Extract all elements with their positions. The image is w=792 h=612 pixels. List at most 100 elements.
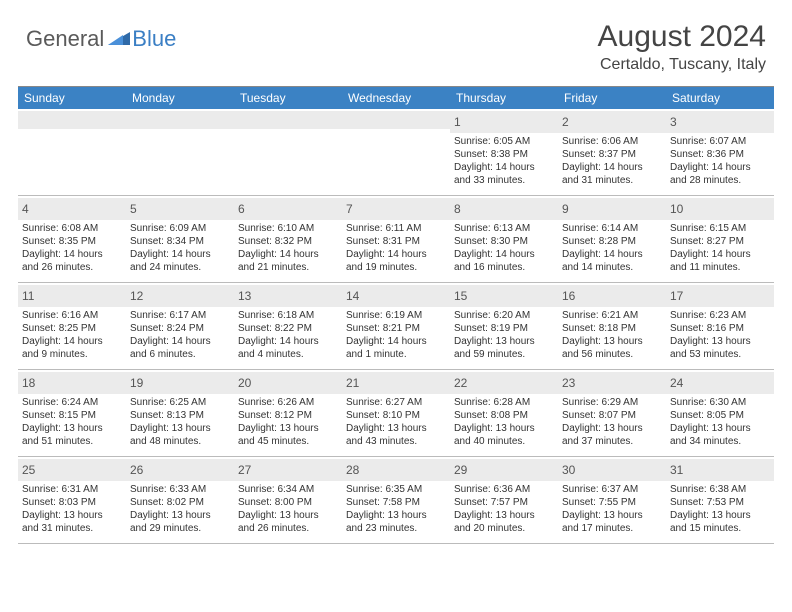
- day-header: Wednesday: [342, 87, 450, 109]
- daylight-text: Daylight: 13 hours and 45 minutes.: [238, 422, 338, 448]
- daynum-row: 8: [450, 198, 558, 220]
- sunset-text: Sunset: 8:32 PM: [238, 235, 338, 248]
- sunset-text: Sunset: 7:53 PM: [670, 496, 770, 509]
- week-row: 25Sunrise: 6:31 AMSunset: 8:03 PMDayligh…: [18, 457, 774, 544]
- sunrise-text: Sunrise: 6:28 AM: [454, 396, 554, 409]
- sunrise-text: Sunrise: 6:07 AM: [670, 135, 770, 148]
- sunset-text: Sunset: 8:27 PM: [670, 235, 770, 248]
- daylight-text: Daylight: 13 hours and 43 minutes.: [346, 422, 446, 448]
- daylight-text: Daylight: 13 hours and 59 minutes.: [454, 335, 554, 361]
- day-info: Sunrise: 6:21 AMSunset: 8:18 PMDaylight:…: [562, 309, 662, 361]
- sunrise-text: Sunrise: 6:17 AM: [130, 309, 230, 322]
- day-number: 8: [454, 202, 461, 216]
- daylight-text: Daylight: 14 hours and 33 minutes.: [454, 161, 554, 187]
- logo-triangle-icon: [108, 29, 130, 50]
- day-number: 14: [346, 289, 359, 303]
- daylight-text: Daylight: 14 hours and 11 minutes.: [670, 248, 770, 274]
- sunrise-text: Sunrise: 6:10 AM: [238, 222, 338, 235]
- calendar-cell: 26Sunrise: 6:33 AMSunset: 8:02 PMDayligh…: [126, 457, 234, 543]
- calendar-cell: 2Sunrise: 6:06 AMSunset: 8:37 PMDaylight…: [558, 109, 666, 195]
- daylight-text: Daylight: 13 hours and 20 minutes.: [454, 509, 554, 535]
- sunset-text: Sunset: 8:16 PM: [670, 322, 770, 335]
- day-number: 12: [130, 289, 143, 303]
- daynum-row: 18: [18, 372, 126, 394]
- sunrise-text: Sunrise: 6:15 AM: [670, 222, 770, 235]
- calendar-cell: 27Sunrise: 6:34 AMSunset: 8:00 PMDayligh…: [234, 457, 342, 543]
- week-row: 1Sunrise: 6:05 AMSunset: 8:38 PMDaylight…: [18, 109, 774, 196]
- daynum-row: 11: [18, 285, 126, 307]
- calendar-cell: [18, 109, 126, 195]
- day-header: Saturday: [666, 87, 774, 109]
- daynum-row: 19: [126, 372, 234, 394]
- week-row: 4Sunrise: 6:08 AMSunset: 8:35 PMDaylight…: [18, 196, 774, 283]
- sunrise-text: Sunrise: 6:38 AM: [670, 483, 770, 496]
- day-info: Sunrise: 6:05 AMSunset: 8:38 PMDaylight:…: [454, 135, 554, 187]
- calendar-cell: 16Sunrise: 6:21 AMSunset: 8:18 PMDayligh…: [558, 283, 666, 369]
- calendar-cell: 19Sunrise: 6:25 AMSunset: 8:13 PMDayligh…: [126, 370, 234, 456]
- sunset-text: Sunset: 8:00 PM: [238, 496, 338, 509]
- daylight-text: Daylight: 14 hours and 14 minutes.: [562, 248, 662, 274]
- sunrise-text: Sunrise: 6:18 AM: [238, 309, 338, 322]
- sunset-text: Sunset: 7:55 PM: [562, 496, 662, 509]
- sunrise-text: Sunrise: 6:13 AM: [454, 222, 554, 235]
- daynum-row: 10: [666, 198, 774, 220]
- day-info: Sunrise: 6:11 AMSunset: 8:31 PMDaylight:…: [346, 222, 446, 274]
- daylight-text: Daylight: 13 hours and 34 minutes.: [670, 422, 770, 448]
- daynum-row: [234, 111, 342, 129]
- calendar-cell: [342, 109, 450, 195]
- calendar-cell: 22 Sunrise: 6:28 AMSunset: 8:08 PMDayligh…: [450, 370, 558, 456]
- day-header: Sunday: [18, 87, 126, 109]
- sunset-text: Sunset: 8:08 PM: [454, 409, 554, 422]
- sunset-text: Sunset: 7:58 PM: [346, 496, 446, 509]
- daylight-text: Daylight: 13 hours and 37 minutes.: [562, 422, 662, 448]
- daylight-text: Daylight: 13 hours and 51 minutes.: [22, 422, 122, 448]
- sunrise-text: Sunrise: 6:36 AM: [454, 483, 554, 496]
- day-info: Sunrise: 6:37 AMSunset: 7:55 PMDaylight:…: [562, 483, 662, 535]
- daynum-row: 1: [450, 111, 558, 133]
- day-number: 13: [238, 289, 251, 303]
- title-block: August 2024 Certaldo, Tuscany, Italy: [598, 20, 766, 74]
- sunset-text: Sunset: 8:21 PM: [346, 322, 446, 335]
- daylight-text: Daylight: 13 hours and 48 minutes.: [130, 422, 230, 448]
- day-info: Sunrise: 6:33 AMSunset: 8:02 PMDaylight:…: [130, 483, 230, 535]
- sunset-text: Sunset: 8:07 PM: [562, 409, 662, 422]
- daynum-row: 13: [234, 285, 342, 307]
- sunset-text: Sunset: 8:31 PM: [346, 235, 446, 248]
- day-info: Sunrise: 6:16 AMSunset: 8:25 PMDaylight:…: [22, 309, 122, 361]
- daylight-text: Daylight: 14 hours and 4 minutes.: [238, 335, 338, 361]
- daylight-text: Daylight: 13 hours and 40 minutes.: [454, 422, 554, 448]
- daynum-row: 2: [558, 111, 666, 133]
- calendar-cell: 14Sunrise: 6:19 AMSunset: 8:21 PMDayligh…: [342, 283, 450, 369]
- day-info: Sunrise: 6:09 AMSunset: 8:34 PMDaylight:…: [130, 222, 230, 274]
- day-number: 24: [670, 376, 683, 390]
- calendar-cell: 18Sunrise: 6:24 AMSunset: 8:15 PMDayligh…: [18, 370, 126, 456]
- calendar-cell: 9Sunrise: 6:14 AMSunset: 8:28 PMDaylight…: [558, 196, 666, 282]
- daynum-row: 29: [450, 459, 558, 481]
- sunset-text: Sunset: 8:30 PM: [454, 235, 554, 248]
- logo-text-blue: Blue: [132, 26, 176, 52]
- day-info: Sunrise: 6:06 AMSunset: 8:37 PMDaylight:…: [562, 135, 662, 187]
- daylight-text: Daylight: 14 hours and 1 minute.: [346, 335, 446, 361]
- daylight-text: Daylight: 13 hours and 53 minutes.: [670, 335, 770, 361]
- sunrise-text: Sunrise: 6:09 AM: [130, 222, 230, 235]
- daylight-text: Daylight: 14 hours and 26 minutes.: [22, 248, 122, 274]
- daynum-row: 22: [450, 372, 558, 394]
- calendar-cell: 11Sunrise: 6:16 AMSunset: 8:25 PMDayligh…: [18, 283, 126, 369]
- calendar-cell: 23Sunrise: 6:29 AMSunset: 8:07 PMDayligh…: [558, 370, 666, 456]
- sunrise-text: Sunrise: 6:30 AM: [670, 396, 770, 409]
- daynum-row: 12: [126, 285, 234, 307]
- daylight-text: Daylight: 14 hours and 31 minutes.: [562, 161, 662, 187]
- calendar-cell: [234, 109, 342, 195]
- day-info: Sunrise: 6:25 AMSunset: 8:13 PMDaylight:…: [130, 396, 230, 448]
- week-row: 18Sunrise: 6:24 AMSunset: 8:15 PMDayligh…: [18, 370, 774, 457]
- daylight-text: Daylight: 13 hours and 31 minutes.: [22, 509, 122, 535]
- day-info: Sunrise: 6:08 AMSunset: 8:35 PMDaylight:…: [22, 222, 122, 274]
- calendar-cell: 29Sunrise: 6:36 AMSunset: 7:57 PMDayligh…: [450, 457, 558, 543]
- daylight-text: Daylight: 14 hours and 16 minutes.: [454, 248, 554, 274]
- day-info: Sunrise: 6:20 AMSunset: 8:19 PMDaylight:…: [454, 309, 554, 361]
- calendar-cell: 15Sunrise: 6:20 AMSunset: 8:19 PMDayligh…: [450, 283, 558, 369]
- daylight-text: Daylight: 14 hours and 21 minutes.: [238, 248, 338, 274]
- daynum-row: 9: [558, 198, 666, 220]
- day-number: 28: [346, 463, 359, 477]
- calendar-cell: [126, 109, 234, 195]
